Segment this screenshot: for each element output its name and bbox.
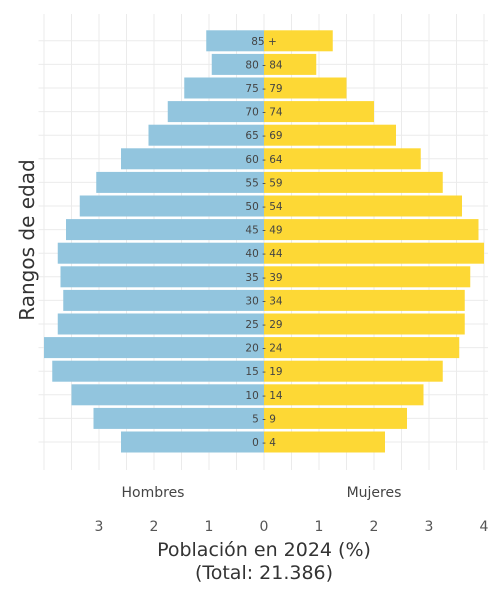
x-tick-label: 2 bbox=[370, 519, 379, 535]
side-label-left: Hombres bbox=[122, 485, 185, 501]
bar-mujeres bbox=[264, 195, 462, 217]
x-tick-label: 2 bbox=[150, 519, 159, 535]
bar-mujeres bbox=[264, 77, 347, 99]
bar-mujeres bbox=[264, 30, 333, 52]
bar-hombres bbox=[184, 77, 264, 99]
age-range-label: 55 - 59 bbox=[245, 177, 282, 189]
x-tick-labels: 3 2 1 0 1 2 3 4 bbox=[95, 519, 488, 535]
bar-hombres bbox=[60, 266, 264, 288]
bar-mujeres bbox=[264, 266, 471, 288]
bar-mujeres bbox=[264, 360, 443, 382]
bar-hombres bbox=[93, 407, 264, 429]
bar-mujeres bbox=[264, 384, 424, 406]
bar-hombres bbox=[57, 313, 264, 335]
age-range-label: 50 - 54 bbox=[245, 201, 283, 213]
bar-mujeres bbox=[264, 101, 374, 123]
bar-hombres bbox=[148, 124, 264, 146]
bar-hombres bbox=[206, 30, 264, 52]
x-tick-label: 3 bbox=[95, 519, 104, 535]
bar-mujeres bbox=[264, 124, 396, 146]
bar-mujeres bbox=[264, 148, 421, 170]
age-range-labels: 0 - 4 5 - 9 10 - 14 15 - 19 20 - 24 25 - 29 30… bbox=[245, 36, 283, 449]
mujeres-bars bbox=[264, 30, 484, 453]
bar-mujeres bbox=[264, 242, 484, 264]
bar-mujeres bbox=[264, 313, 465, 335]
hombres-bars bbox=[44, 30, 264, 453]
bar-mujeres bbox=[264, 407, 407, 429]
x-tick-label: 4 bbox=[480, 519, 488, 535]
age-range-label: 25 - 29 bbox=[245, 319, 282, 331]
x-tick-label: 1 bbox=[315, 519, 324, 535]
y-axis-title: Rangos de edad bbox=[15, 159, 39, 320]
bar-hombres bbox=[96, 171, 264, 193]
age-range-label: 60 - 64 bbox=[245, 154, 283, 166]
age-range-label: 20 - 24 bbox=[245, 343, 283, 355]
age-range-label: 75 - 79 bbox=[245, 83, 282, 95]
bar-mujeres bbox=[264, 431, 385, 453]
bar-hombres bbox=[121, 148, 264, 170]
x-tick-label: 3 bbox=[425, 519, 434, 535]
age-range-label: 85 + bbox=[251, 36, 277, 48]
age-range-label: 70 - 74 bbox=[245, 107, 283, 119]
age-range-label: 15 - 19 bbox=[245, 366, 282, 378]
bar-mujeres bbox=[264, 337, 460, 359]
bar-mujeres bbox=[264, 171, 443, 193]
age-range-label: 45 - 49 bbox=[245, 225, 282, 237]
bar-hombres bbox=[44, 337, 264, 359]
bar-mujeres bbox=[264, 289, 465, 311]
bar-hombres bbox=[167, 101, 264, 123]
age-range-label: 0 - 4 bbox=[252, 437, 276, 449]
bar-hombres bbox=[71, 384, 264, 406]
age-range-label: 65 - 69 bbox=[245, 130, 282, 142]
bar-hombres bbox=[52, 360, 264, 382]
age-range-label: 5 - 9 bbox=[252, 413, 276, 425]
age-range-label: 30 - 34 bbox=[245, 295, 283, 307]
x-tick-label: 1 bbox=[205, 519, 214, 535]
bar-hombres bbox=[66, 219, 264, 241]
x-axis-subtitle: (Total: 21.386) bbox=[195, 562, 333, 584]
age-range-label: 10 - 14 bbox=[245, 390, 283, 402]
bar-hombres bbox=[63, 289, 264, 311]
x-axis-title: Población en 2024 (%) bbox=[157, 539, 371, 561]
bar-hombres bbox=[57, 242, 264, 264]
bar-hombres bbox=[121, 431, 264, 453]
bar-hombres bbox=[79, 195, 264, 217]
x-tick-label: 0 bbox=[260, 519, 269, 535]
age-range-label: 80 - 84 bbox=[245, 59, 283, 71]
bar-mujeres bbox=[264, 53, 317, 75]
bar-mujeres bbox=[264, 219, 479, 241]
age-range-label: 35 - 39 bbox=[245, 272, 282, 284]
bar-hombres bbox=[211, 53, 264, 75]
age-range-label: 40 - 44 bbox=[245, 248, 283, 260]
side-label-right: Mujeres bbox=[347, 485, 402, 501]
